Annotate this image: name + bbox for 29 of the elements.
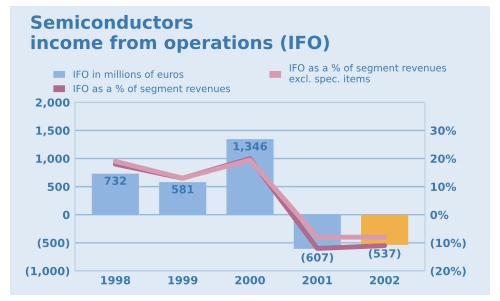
data-label: 1,346	[234, 142, 267, 152]
y-tick-label: (1,000)	[26, 266, 70, 277]
data-label: 732	[104, 176, 126, 185]
y-tick-label: 500	[48, 182, 70, 191]
x-tick-label: 1998	[101, 276, 130, 284]
legend-label: IFO as a % of segment revenues	[74, 84, 230, 94]
data-label: 581	[172, 185, 194, 194]
y2-tick-label: 0%	[430, 210, 448, 220]
x-tick-label: 2001	[302, 276, 332, 284]
legend-label: IFO as a % of segment revenues excl. spec. items	[289, 64, 446, 84]
x-tick-label: 2000	[235, 276, 265, 284]
y-tick-label: 2,000	[36, 98, 70, 108]
y2-tick-label: 30%	[430, 126, 456, 135]
y2-tick-label: 20%	[430, 154, 456, 163]
y-tick-label: 0	[62, 210, 70, 220]
chart-title: Semiconductors income from operations (IFO)	[31, 15, 329, 53]
x-tick-label: 2002	[370, 276, 400, 284]
y2-tick-label: (10%)	[430, 238, 466, 248]
y-tick-label: 1,500	[36, 126, 70, 136]
legend-label: IFO in millions of euros	[74, 70, 184, 78]
bar	[159, 182, 206, 215]
data-label: (537)	[368, 249, 400, 259]
x-tick-label: 1999	[168, 276, 198, 284]
bar	[92, 174, 139, 215]
data-label: (607)	[302, 252, 334, 263]
y2-tick-label: 10%	[431, 182, 456, 191]
y-tick-label: (500)	[38, 238, 70, 248]
y2-tick-label: (20%)	[430, 266, 466, 277]
y-tick-label: 1,000	[36, 154, 70, 164]
